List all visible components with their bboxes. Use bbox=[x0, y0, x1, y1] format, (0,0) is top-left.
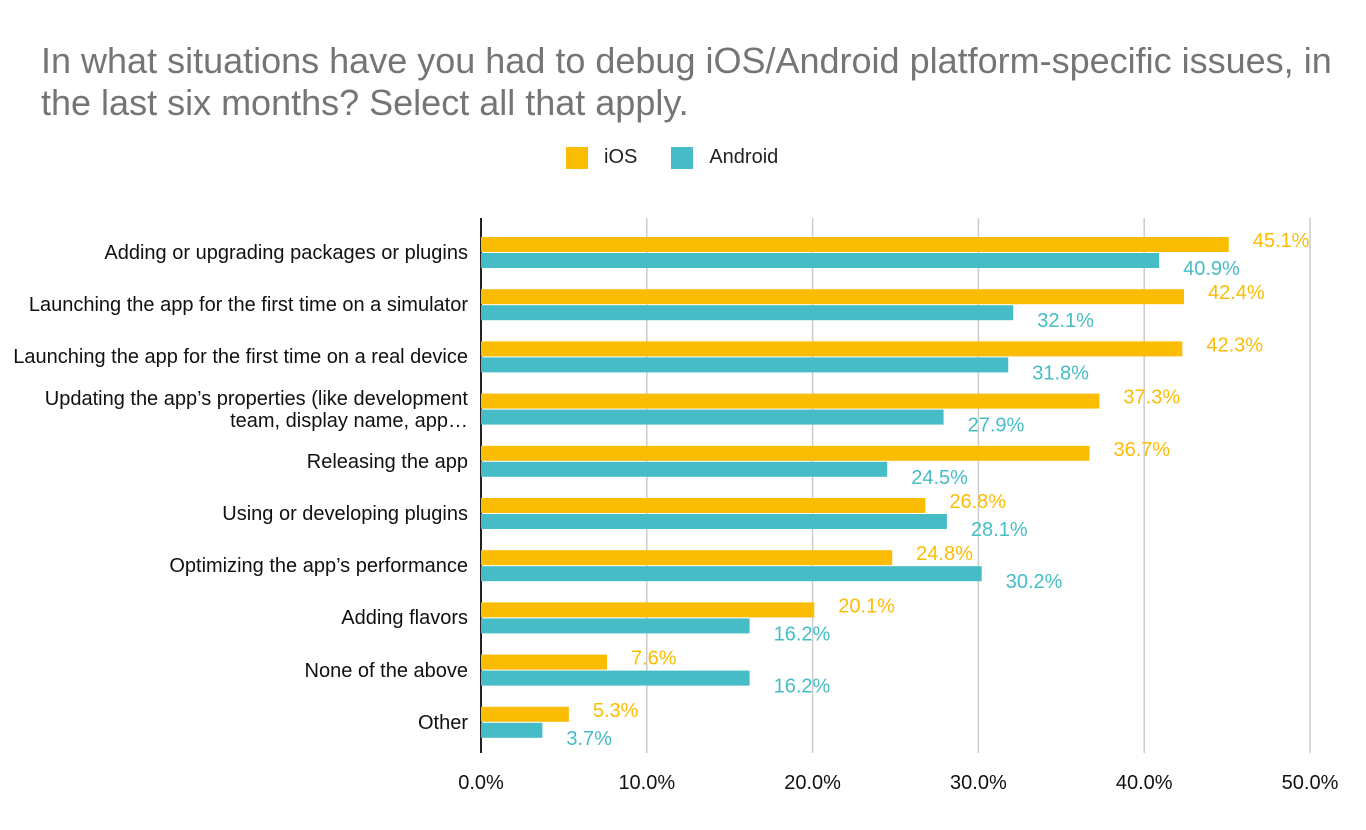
data-label-ios: 36.7% bbox=[1113, 439, 1170, 461]
category-label: None of the above bbox=[304, 659, 468, 682]
bar-ios bbox=[481, 289, 1184, 305]
data-label-android: 16.2% bbox=[774, 623, 831, 645]
data-label-android: 30.2% bbox=[1006, 571, 1063, 593]
data-label-android: 3.7% bbox=[566, 728, 612, 750]
bar-ios bbox=[481, 602, 815, 618]
data-label-android: 24.5% bbox=[911, 467, 968, 489]
data-label-ios: 42.3% bbox=[1206, 334, 1263, 356]
data-label-ios: 37.3% bbox=[1123, 387, 1180, 409]
data-label-ios: 26.8% bbox=[949, 491, 1006, 513]
bar-ios bbox=[481, 550, 893, 566]
category-label: Other bbox=[417, 711, 468, 734]
legend: iOS Android bbox=[566, 146, 812, 169]
x-tick-label: 40.0% bbox=[1116, 772, 1173, 794]
data-label-ios: 42.4% bbox=[1208, 282, 1265, 304]
data-label-ios: 20.1% bbox=[838, 595, 895, 617]
x-tick-label: 20.0% bbox=[784, 772, 841, 794]
bar-ios bbox=[481, 498, 926, 513]
legend-swatch-android bbox=[671, 146, 694, 169]
bar-ios bbox=[481, 445, 1090, 461]
bar-ios bbox=[481, 341, 1183, 357]
data-label-ios: 7.6% bbox=[631, 648, 677, 670]
category-label: Updating the app’s properties (like deve… bbox=[44, 387, 468, 432]
data-label-android: 16.2% bbox=[774, 676, 831, 698]
bar-ios bbox=[481, 237, 1229, 252]
bar-android bbox=[481, 670, 750, 686]
bar-android bbox=[481, 253, 1160, 268]
legend-label-ios: iOS bbox=[604, 146, 638, 168]
data-label-android: 27.9% bbox=[968, 415, 1025, 437]
bar-android bbox=[481, 409, 944, 425]
data-label-ios: 45.1% bbox=[1253, 230, 1310, 252]
bar-android bbox=[481, 357, 1009, 373]
legend-swatch-ios bbox=[566, 146, 588, 169]
bar-android bbox=[481, 305, 1014, 321]
bar-ios bbox=[481, 654, 608, 670]
bar-android bbox=[481, 618, 750, 634]
category-label: Adding flavors bbox=[341, 607, 468, 630]
data-label-ios: 5.3% bbox=[593, 700, 639, 722]
chart-title: In what situations have you had to debug… bbox=[41, 40, 1332, 123]
bar-android bbox=[481, 566, 982, 582]
legend-label-android: Android bbox=[709, 146, 779, 168]
legend-item-android: Android bbox=[671, 146, 778, 169]
data-label-android: 28.1% bbox=[971, 519, 1028, 541]
x-tick-label: 50.0% bbox=[1282, 772, 1339, 794]
category-label: Optimizing the app’s performance bbox=[169, 555, 468, 578]
bar-ios bbox=[481, 393, 1100, 409]
category-label: Adding or upgrading packages or plugins bbox=[104, 242, 468, 264]
legend-item-ios: iOS bbox=[566, 146, 637, 169]
x-tick-label: 0.0% bbox=[458, 772, 504, 794]
category-label: Launching the app for the first time on … bbox=[28, 294, 468, 317]
bar-android bbox=[481, 461, 888, 477]
data-label-android: 32.1% bbox=[1037, 310, 1094, 332]
x-tick-label: 30.0% bbox=[950, 772, 1007, 794]
bar-android bbox=[481, 514, 947, 529]
data-label-android: 40.9% bbox=[1183, 258, 1240, 280]
category-label: Releasing the app bbox=[306, 450, 468, 473]
category-label: Using or developing plugins bbox=[222, 503, 468, 525]
bar-ios bbox=[481, 706, 569, 722]
x-tick-label: 10.0% bbox=[618, 772, 675, 794]
bar-android bbox=[481, 722, 543, 738]
category-label: Launching the app for the first time on … bbox=[13, 346, 468, 369]
data-label-ios: 24.8% bbox=[916, 543, 973, 565]
data-label-android: 31.8% bbox=[1032, 362, 1089, 384]
